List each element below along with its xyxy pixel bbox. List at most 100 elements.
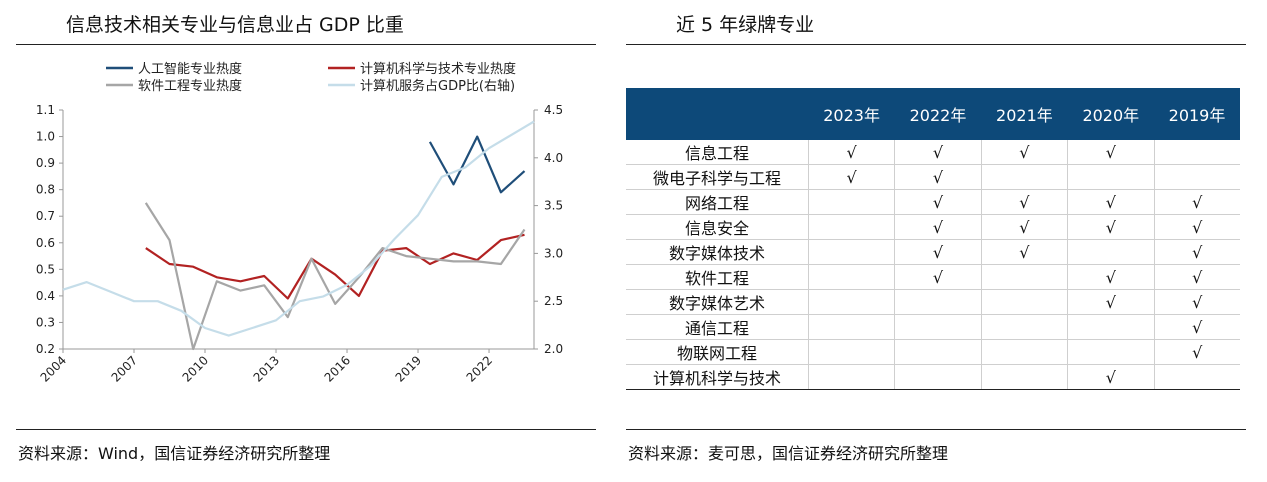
left-y-tick-label: 0.3 <box>36 315 55 329</box>
left-y-tick-label: 0.2 <box>36 342 55 356</box>
check-mark-cell: √ <box>1154 339 1240 365</box>
table-row: 通信工程 √ <box>626 314 1240 340</box>
chart-series <box>62 120 535 351</box>
left-y-tick-label: 0.7 <box>36 209 55 223</box>
check-mark-cell: √ <box>894 264 982 290</box>
table-header-row: 2023年 2022年 2021年 2020年 2019年 <box>626 88 1240 140</box>
table-row: 软件工程 √ √ √ <box>626 264 1240 290</box>
check-mark-cell: √ <box>1154 189 1240 215</box>
empty-cell <box>1154 364 1240 390</box>
empty-cell <box>981 364 1069 390</box>
check-mark-cell: √ <box>1067 140 1155 165</box>
x-tick-label: 2019 <box>393 353 424 384</box>
table-header-year: 2021年 <box>981 88 1068 140</box>
table-row: 微电子科学与工程 √ √ <box>626 164 1240 190</box>
check-mark-cell: √ <box>894 164 982 190</box>
green-card-majors-table: 2023年 2022年 2021年 2020年 2019年 信息工程 √ √ √ √ 微电… <box>626 88 1240 390</box>
left-source-rule <box>16 429 596 430</box>
right-y-tick-label: 3.0 <box>544 246 563 260</box>
table-row: 信息安全 √ √ √ √ <box>626 214 1240 240</box>
left-y-tick-label: 1.0 <box>36 130 55 144</box>
right-y-tick-label: 2.0 <box>544 342 563 356</box>
line-chart: 0.2 0.3 0.4 0.5 0.6 0.7 0.8 0.9 1.0 1.1 2.0 2.5 3.0 3… <box>36 61 563 385</box>
check-mark-cell: √ <box>808 140 896 165</box>
check-mark-cell: √ <box>1067 264 1155 290</box>
check-mark-cell: √ <box>1154 289 1240 315</box>
right-panel-title: 近 5 年绿牌专业 <box>676 14 815 36</box>
empty-cell <box>1067 164 1155 190</box>
major-name-cell: 通信工程 <box>626 314 809 340</box>
check-mark-cell: √ <box>1067 364 1155 390</box>
table-header-year: 2020年 <box>1067 88 1155 140</box>
x-tick-label: 2013 <box>251 353 282 384</box>
major-name-cell: 数字媒体艺术 <box>626 289 809 315</box>
check-mark-cell: √ <box>894 214 982 240</box>
major-name-cell: 网络工程 <box>626 189 809 215</box>
left-y-tick-label: 1.1 <box>36 103 55 117</box>
empty-cell <box>808 239 896 265</box>
right-title-rule <box>626 44 1246 45</box>
check-mark-cell: √ <box>981 189 1069 215</box>
empty-cell <box>894 339 982 365</box>
table-row: 数字媒体技术 √ √ √ <box>626 239 1240 265</box>
empty-cell <box>1067 239 1155 265</box>
series-line <box>62 120 535 337</box>
table-header-year: 2023年 <box>808 88 895 140</box>
empty-cell <box>808 339 896 365</box>
right-source-rule <box>626 429 1246 430</box>
series-line <box>428 135 526 194</box>
table-row: 数字媒体艺术 √ √ <box>626 289 1240 315</box>
right-y-tick-label: 3.5 <box>544 199 563 213</box>
check-mark-cell: √ <box>1067 189 1155 215</box>
table-header-year: 2022年 <box>894 88 982 140</box>
x-tick-label: 2016 <box>322 353 353 384</box>
empty-cell <box>1067 339 1155 365</box>
check-mark-cell: √ <box>981 140 1069 165</box>
series-line <box>145 233 525 300</box>
empty-cell <box>894 364 982 390</box>
left-y-tick-label: 0.5 <box>36 262 55 276</box>
chart-axes: 0.2 0.3 0.4 0.5 0.6 0.7 0.8 0.9 1.0 1.1 2.0 2.5 3.0 3… <box>36 103 563 385</box>
table-row: 网络工程 √ √ √ √ <box>626 189 1240 215</box>
table-body: 信息工程 √ √ √ √ 微电子科学与工程 √ √ 网络工程 √ √ √ √ 信息安全 √ √ √ √ 数字媒体技术… <box>626 140 1240 390</box>
table-row: 信息工程 √ √ √ √ <box>626 140 1240 165</box>
check-mark-cell: √ <box>1154 214 1240 240</box>
check-mark-cell: √ <box>981 239 1069 265</box>
check-mark-cell: √ <box>1154 314 1240 340</box>
empty-cell <box>808 214 896 240</box>
empty-cell <box>981 314 1069 340</box>
major-name-cell: 微电子科学与工程 <box>626 164 809 190</box>
left-panel-title: 信息技术相关专业与信息业占 GDP 比重 <box>66 14 404 36</box>
empty-cell <box>1067 314 1155 340</box>
empty-cell <box>981 264 1069 290</box>
check-mark-cell: √ <box>1067 214 1155 240</box>
major-name-cell: 信息工程 <box>626 140 809 165</box>
x-tick-label: 2022 <box>464 353 495 384</box>
left-y-tick-label: 0.8 <box>36 183 55 197</box>
table-row: 计算机科学与技术 √ <box>626 364 1240 390</box>
check-mark-cell: √ <box>1067 289 1155 315</box>
empty-cell <box>981 339 1069 365</box>
left-y-tick-label: 0.6 <box>36 236 55 250</box>
table-header-year: 2019年 <box>1154 88 1240 140</box>
x-tick-label: 2010 <box>180 353 211 384</box>
x-tick-label: 2004 <box>38 353 69 384</box>
major-name-cell: 软件工程 <box>626 264 809 290</box>
check-mark-cell: √ <box>981 214 1069 240</box>
empty-cell <box>981 164 1069 190</box>
right-y-tick-label: 4.5 <box>544 103 563 117</box>
right-y-tick-label: 2.5 <box>544 294 563 308</box>
right-source-note: 资料来源：麦可思，国信证券经济研究所整理 <box>628 444 949 463</box>
legend-label: 计算机服务占GDP比(右轴) <box>360 78 515 94</box>
major-name-cell: 物联网工程 <box>626 339 809 365</box>
empty-cell <box>808 289 896 315</box>
legend-label: 计算机科学与技术专业热度 <box>360 61 516 77</box>
legend-label: 人工智能专业热度 <box>138 61 242 77</box>
empty-cell <box>808 189 896 215</box>
check-mark-cell: √ <box>894 140 982 165</box>
legend-label: 软件工程专业热度 <box>138 78 242 94</box>
left-y-tick-label: 0.9 <box>36 156 55 170</box>
empty-cell <box>1154 140 1240 165</box>
major-name-cell: 信息安全 <box>626 214 809 240</box>
